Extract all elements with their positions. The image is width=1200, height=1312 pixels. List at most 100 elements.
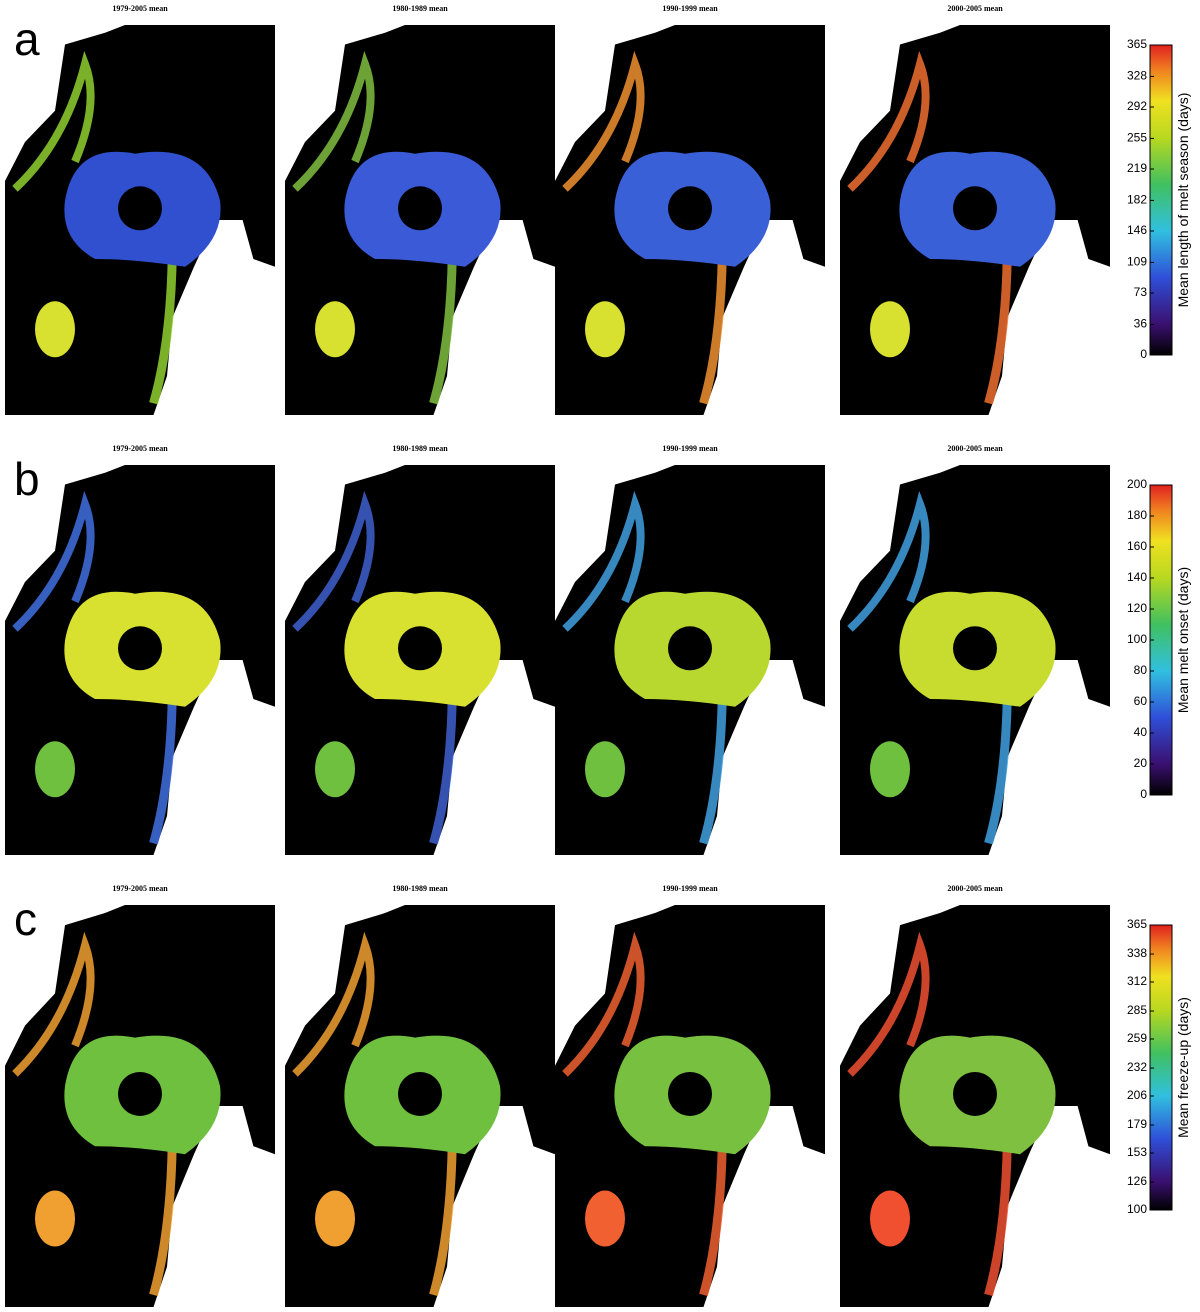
bay-ice xyxy=(870,301,910,358)
white-sea xyxy=(183,1126,275,1307)
pole-hole xyxy=(668,1071,712,1116)
panel: b 1979-2005 mean 1980-1989 mean 1990-1999 m… xyxy=(5,444,1191,855)
pole-hole xyxy=(398,186,442,231)
colorbar-tick-label: 206 xyxy=(1127,1088,1147,1102)
pole-hole xyxy=(398,1071,442,1116)
white-sea xyxy=(183,239,275,415)
map-title: 2000-2005 mean xyxy=(947,444,1003,453)
white-sea xyxy=(1018,1126,1110,1307)
colorbar-label: Mean freeze-up (days) xyxy=(1175,997,1191,1138)
map-title: 1990-1999 mean xyxy=(662,884,718,893)
coast-ice xyxy=(12,50,95,192)
panel: c 1979-2005 mean 1980-1989 mean 1990-1999 m… xyxy=(5,884,1191,1307)
colorbar-tick-label: 36 xyxy=(1134,317,1148,331)
bay-ice xyxy=(585,1190,625,1247)
map: 1980-1989 mean xyxy=(285,444,555,855)
white-sea xyxy=(463,679,555,855)
colorbar-tick-label: 312 xyxy=(1127,974,1147,988)
colorbar-tick-label: 0 xyxy=(1140,347,1147,361)
colorbar-tick-label: 200 xyxy=(1127,477,1147,491)
white-sea xyxy=(1018,679,1110,855)
colorbar-tick-label: 179 xyxy=(1127,1117,1147,1131)
map: 1979-2005 mean xyxy=(5,884,275,1307)
pole-hole xyxy=(398,626,442,671)
colorbar-tick-label: 120 xyxy=(1127,601,1147,615)
panel: a 1979-2005 mean 1980-1989 mean 1990-1999 m… xyxy=(5,4,1191,415)
coast-ice xyxy=(562,50,645,192)
white-sea xyxy=(733,1126,825,1307)
map-title: 2000-2005 mean xyxy=(947,4,1003,13)
bay-ice xyxy=(315,741,355,798)
coast-ice xyxy=(292,931,375,1077)
map-title: 1990-1999 mean xyxy=(662,4,718,13)
coast-ice xyxy=(292,50,375,192)
colorbar-tick-label: 126 xyxy=(1127,1174,1147,1188)
map-title: 1980-1989 mean xyxy=(392,444,448,453)
panel-letter: c xyxy=(14,893,37,945)
bay-ice xyxy=(35,1190,75,1247)
colorbar-tick-label: 285 xyxy=(1127,1003,1147,1017)
coast-ice xyxy=(847,490,930,632)
bay-ice xyxy=(585,741,625,798)
map-title: 1979-2005 mean xyxy=(112,884,168,893)
bay-ice xyxy=(585,301,625,358)
map: 1990-1999 mean xyxy=(555,444,825,855)
colorbar-tick-label: 182 xyxy=(1127,193,1147,207)
coast-ice xyxy=(12,490,95,632)
coast-ice xyxy=(847,931,930,1077)
pole-hole xyxy=(953,1071,997,1116)
colorbar-tick-label: 328 xyxy=(1127,69,1147,83)
map-title: 1980-1989 mean xyxy=(392,4,448,13)
pole-hole xyxy=(118,626,162,671)
coast-ice xyxy=(292,490,375,632)
colorbar-tick-label: 100 xyxy=(1127,632,1147,646)
map: 1980-1989 mean xyxy=(285,884,555,1307)
coast-ice xyxy=(12,931,95,1077)
map: 1990-1999 mean xyxy=(555,884,825,1307)
bay-ice xyxy=(870,1190,910,1247)
colorbar-tick-label: 292 xyxy=(1127,99,1147,113)
bay-ice xyxy=(315,301,355,358)
map: 1979-2005 mean xyxy=(5,4,275,415)
colorbar-tick-label: 80 xyxy=(1134,663,1148,677)
colorbar-tick-label: 338 xyxy=(1127,946,1147,960)
colorbar-tick-label: 140 xyxy=(1127,570,1147,584)
map-title: 1979-2005 mean xyxy=(112,4,168,13)
map: 1980-1989 mean xyxy=(285,4,555,415)
white-sea xyxy=(733,679,825,855)
colorbar-tick-label: 20 xyxy=(1134,756,1148,770)
white-sea xyxy=(463,239,555,415)
white-sea xyxy=(463,1126,555,1307)
colorbar-tick-label: 219 xyxy=(1127,161,1147,175)
colorbar-tick-label: 40 xyxy=(1134,725,1148,739)
map: 2000-2005 mean xyxy=(840,884,1110,1307)
colorbar-tick-label: 146 xyxy=(1127,223,1147,237)
map-title: 1990-1999 mean xyxy=(662,444,718,453)
colorbar-tick-label: 365 xyxy=(1127,37,1147,51)
map-title: 1979-2005 mean xyxy=(112,444,168,453)
colorbar-tick-label: 259 xyxy=(1127,1031,1147,1045)
panel-letter: a xyxy=(14,13,40,65)
pole-hole xyxy=(118,1071,162,1116)
coast-ice xyxy=(562,931,645,1077)
pole-hole xyxy=(953,626,997,671)
map: 1990-1999 mean xyxy=(555,4,825,415)
bay-ice xyxy=(870,741,910,798)
pole-hole xyxy=(118,186,162,231)
colorbar xyxy=(1149,924,1173,1211)
pole-hole xyxy=(953,186,997,231)
bay-ice xyxy=(35,741,75,798)
colorbar-tick-label: 73 xyxy=(1134,285,1148,299)
map: 2000-2005 mean xyxy=(840,4,1110,415)
white-sea xyxy=(1018,239,1110,415)
coast-ice xyxy=(562,490,645,632)
colorbar-tick-label: 0 xyxy=(1140,787,1147,801)
colorbar-tick-label: 60 xyxy=(1134,694,1148,708)
colorbar-tick-label: 153 xyxy=(1127,1145,1147,1159)
colorbar-tick-label: 365 xyxy=(1127,917,1147,931)
pole-hole xyxy=(668,626,712,671)
map: 1979-2005 mean xyxy=(5,444,275,855)
colorbar-tick-label: 160 xyxy=(1127,539,1147,553)
coast-ice xyxy=(847,50,930,192)
